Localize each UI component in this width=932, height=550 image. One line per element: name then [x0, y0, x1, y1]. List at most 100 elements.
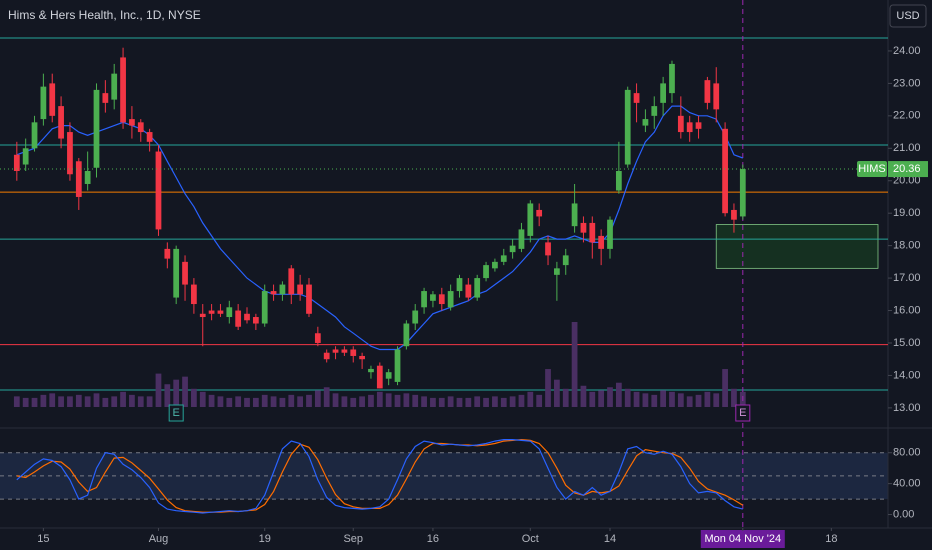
earnings-marker	[735, 404, 751, 422]
candle-body	[67, 132, 73, 175]
candle-body	[182, 261, 188, 285]
currency[interactable]: USD	[896, 10, 919, 22]
volume-bar	[518, 394, 525, 407]
volume-bar	[217, 396, 224, 407]
volume-bar	[677, 393, 684, 407]
candle-body	[624, 89, 631, 165]
candle-body	[84, 171, 91, 184]
volume-bar	[93, 393, 100, 407]
currency-button[interactable]	[889, 4, 927, 28]
candle-body	[394, 349, 401, 382]
volume-bar	[111, 396, 118, 407]
volume-bar	[288, 394, 295, 407]
y-tick-label: 17.00	[893, 272, 921, 284]
volume-bar	[350, 397, 357, 407]
price-panel	[0, 0, 888, 428]
price-tag	[888, 161, 928, 178]
x-tick-label: Mon 04 Nov '24	[704, 533, 781, 545]
y-tick-label: 15.00	[893, 337, 921, 349]
candle-body	[633, 93, 640, 103]
y-tick-label: 20.00	[893, 175, 921, 187]
y-tick-label: 16.00	[893, 304, 921, 316]
candle-body	[615, 171, 622, 191]
x-tick-label: 16	[427, 533, 439, 545]
candle-body	[385, 372, 392, 379]
candle-body	[137, 122, 144, 133]
volume-bar	[642, 393, 649, 407]
earnings-label: E	[173, 407, 180, 419]
y-tick-label: 18.00	[893, 240, 921, 252]
volume-bar	[633, 391, 640, 407]
ma-line	[16, 105, 744, 351]
volume-bar	[208, 394, 215, 407]
volume-bar	[527, 391, 534, 407]
candle-body	[695, 122, 702, 129]
candle-body	[261, 291, 268, 324]
volume-bar	[447, 396, 454, 407]
candle-body	[483, 265, 489, 279]
volume-bar	[182, 376, 188, 407]
volume-bar	[323, 387, 330, 407]
candle-body	[22, 148, 29, 165]
volume-bar	[58, 396, 64, 407]
candle-body	[571, 203, 578, 227]
candle-body	[412, 310, 419, 324]
volume-bar	[615, 382, 622, 407]
volume-bar	[261, 394, 268, 407]
volume-bar	[412, 394, 419, 407]
volume-bar	[155, 373, 162, 407]
candle-body	[465, 284, 472, 298]
candle-body	[306, 284, 312, 314]
volume-bar	[571, 322, 578, 407]
volume-bar	[731, 388, 737, 407]
x-tick-label: 14	[604, 533, 616, 545]
volume-bar	[67, 396, 73, 407]
volume-bar	[580, 385, 587, 407]
candle-body	[75, 161, 82, 197]
y-tick-label: 21.00	[893, 142, 921, 154]
volume-bar	[341, 396, 348, 407]
candle-body	[297, 284, 304, 295]
candle-body	[421, 291, 427, 308]
candle-body	[545, 242, 551, 256]
stoch-d	[16, 438, 744, 513]
x-tick-label: Sep	[343, 533, 363, 545]
candle-body	[288, 268, 295, 295]
volume-bar	[385, 393, 392, 407]
candle-body	[350, 349, 357, 356]
volume-bar	[607, 387, 613, 407]
volume-bar	[713, 393, 720, 407]
candle-body	[146, 132, 153, 142]
candle-body	[173, 248, 180, 298]
y-tick-label: 23.00	[893, 77, 921, 89]
stoch-k	[16, 439, 743, 514]
candle-body	[208, 310, 215, 314]
volume-bar	[509, 396, 516, 407]
candle-body	[359, 355, 365, 360]
volume-bar	[22, 397, 29, 407]
volume-bar	[545, 369, 551, 407]
candle-body	[713, 83, 720, 110]
y-tick-label: 24.00	[893, 45, 921, 57]
candle-body	[102, 93, 109, 103]
candle-body	[677, 115, 684, 133]
candle-body	[589, 222, 596, 243]
volume-bar	[403, 393, 410, 407]
candle-body	[164, 248, 171, 259]
volume-bar	[306, 394, 312, 407]
stoch-tick-label: 40.00	[893, 478, 921, 490]
symbol-label: HIMS	[858, 163, 886, 175]
candle-body	[518, 229, 525, 249]
candle-body	[562, 255, 569, 266]
candle-body	[669, 63, 675, 94]
volume-bar	[137, 396, 144, 407]
volume-bar	[314, 390, 321, 407]
volume-bar	[500, 397, 507, 407]
symbol-tag	[857, 161, 887, 178]
volume-bar	[84, 396, 91, 407]
volume-bar	[483, 397, 489, 407]
cursor-date-box	[700, 530, 785, 548]
volume-bar	[191, 388, 197, 407]
candle-body	[120, 57, 126, 123]
candle-body	[341, 349, 348, 353]
